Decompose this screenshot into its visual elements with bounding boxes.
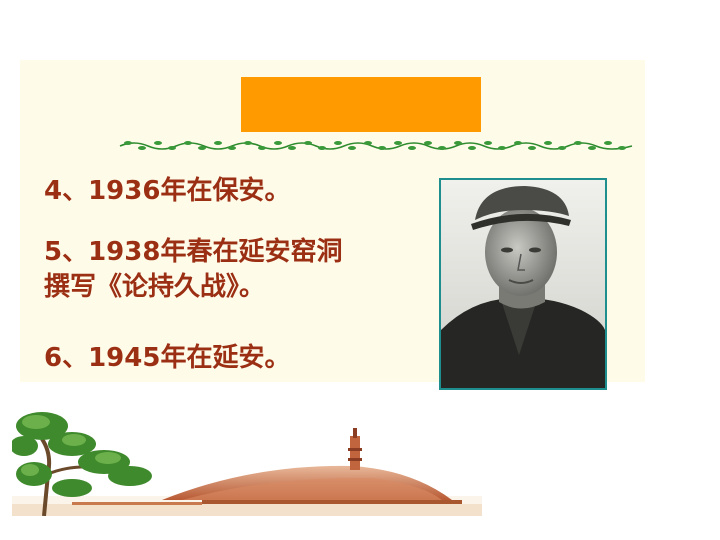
pagoda-landscape-illustration <box>12 412 482 516</box>
title-box <box>241 77 481 132</box>
text-line-4: 6、1945年在延安。 <box>44 343 291 373</box>
portrait-photo <box>439 178 607 390</box>
vine-divider-icon <box>119 141 633 150</box>
text-line-2: 5、1938年春在延安窑洞 <box>44 237 343 267</box>
text-line-1: 4、1936年在保安。 <box>44 176 291 206</box>
text-line-3: 撰写《论持久战》。 <box>44 272 266 302</box>
